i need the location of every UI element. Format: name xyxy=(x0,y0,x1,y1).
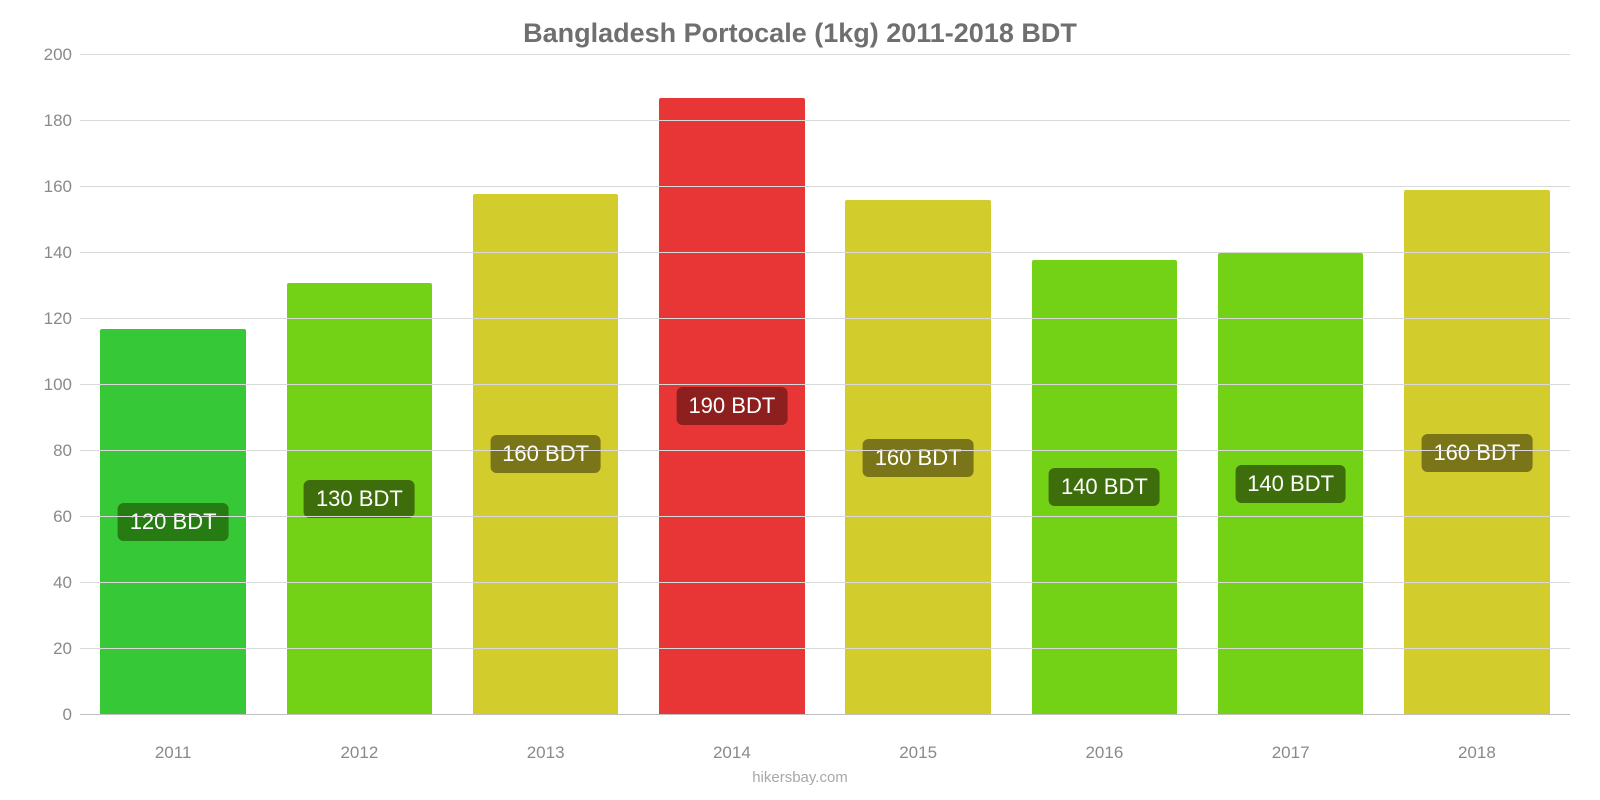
baseline xyxy=(80,714,1570,715)
y-tick-label: 100 xyxy=(44,375,72,395)
gridline xyxy=(80,54,1570,55)
y-tick-label: 80 xyxy=(53,441,72,461)
y-axis: 020406080100120140160180200 xyxy=(30,55,80,715)
gridline xyxy=(80,186,1570,187)
bar: 140 BDT xyxy=(1218,253,1363,715)
bar-slot: 140 BDT xyxy=(1198,55,1384,715)
gridline xyxy=(80,582,1570,583)
y-tick-label: 180 xyxy=(44,111,72,131)
x-tick-label: 2018 xyxy=(1384,733,1570,763)
bar: 160 BDT xyxy=(1404,190,1549,715)
x-tick-label: 2017 xyxy=(1198,733,1384,763)
plot-wrap: 020406080100120140160180200 120 BDT130 B… xyxy=(0,55,1600,733)
bar: 120 BDT xyxy=(100,329,245,715)
bars-layer: 120 BDT 130 BDT 160 BDT 190 BDT 160 BDT 140 B… xyxy=(80,55,1570,715)
gridline xyxy=(80,450,1570,451)
bar-slot: 160 BDT xyxy=(825,55,1011,715)
chart-container: Bangladesh Portocale (1kg) 2011-2018 BDT… xyxy=(0,0,1600,800)
y-tick-label: 200 xyxy=(44,45,72,65)
y-tick-label: 20 xyxy=(53,639,72,659)
chart-title: Bangladesh Portocale (1kg) 2011-2018 BDT xyxy=(0,0,1600,55)
bar-slot: 190 BDT xyxy=(639,55,825,715)
bar-slot: 160 BDT xyxy=(453,55,639,715)
x-tick-label: 2012 xyxy=(266,733,452,763)
bar-value-label: 190 BDT xyxy=(676,387,787,425)
bar-value-label: 140 BDT xyxy=(1049,468,1160,506)
bar-slot: 120 BDT xyxy=(80,55,266,715)
bar-value-label: 160 BDT xyxy=(863,439,974,477)
gridline xyxy=(80,384,1570,385)
bar: 190 BDT xyxy=(659,98,804,715)
gridline xyxy=(80,120,1570,121)
y-tick-label: 60 xyxy=(53,507,72,527)
x-axis: 20112012201320142015201620172018 xyxy=(0,733,1600,763)
gridline xyxy=(80,318,1570,319)
gridline xyxy=(80,516,1570,517)
x-tick-label: 2014 xyxy=(639,733,825,763)
bar-slot: 130 BDT xyxy=(266,55,452,715)
y-tick-label: 120 xyxy=(44,309,72,329)
bar-value-label: 160 BDT xyxy=(1421,434,1532,472)
y-tick-label: 0 xyxy=(63,705,72,725)
bar-value-label: 130 BDT xyxy=(304,480,415,518)
x-tick-label: 2013 xyxy=(453,733,639,763)
bar: 160 BDT xyxy=(473,194,618,715)
bar: 160 BDT xyxy=(845,200,990,715)
plot-area: 120 BDT 130 BDT 160 BDT 190 BDT 160 BDT 140 B… xyxy=(80,55,1570,715)
gridline xyxy=(80,252,1570,253)
x-tick-label: 2016 xyxy=(1011,733,1197,763)
bar-value-label: 140 BDT xyxy=(1235,465,1346,503)
bar: 130 BDT xyxy=(287,283,432,715)
x-tick-label: 2011 xyxy=(80,733,266,763)
bar-value-label: 160 BDT xyxy=(490,435,601,473)
bar-slot: 160 BDT xyxy=(1384,55,1570,715)
credit-text: hikersbay.com xyxy=(0,763,1600,800)
y-tick-label: 140 xyxy=(44,243,72,263)
gridline xyxy=(80,648,1570,649)
x-tick-label: 2015 xyxy=(825,733,1011,763)
bar-value-label: 120 BDT xyxy=(118,503,229,541)
y-tick-label: 40 xyxy=(53,573,72,593)
y-tick-label: 160 xyxy=(44,177,72,197)
bar-slot: 140 BDT xyxy=(1011,55,1197,715)
bar: 140 BDT xyxy=(1032,260,1177,715)
